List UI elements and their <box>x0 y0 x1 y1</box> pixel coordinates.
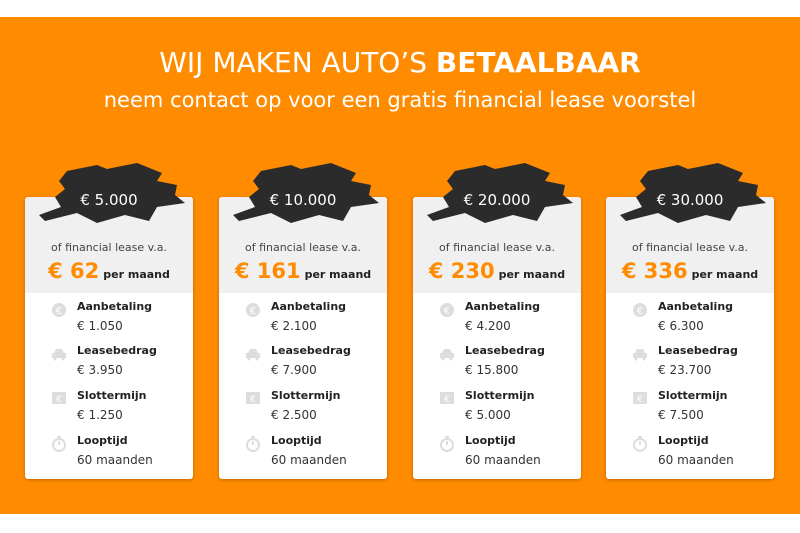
page-title: WIJ MAKEN AUTO’S BETAALBAAR <box>159 46 641 79</box>
card-header: € 20.000 of financial lease v.a. € 230 pe… <box>413 163 581 293</box>
monthly-price: € 230 per maand <box>413 259 581 283</box>
final-payment-icon: € <box>51 391 67 407</box>
detail-label: Leasebedrag <box>658 344 738 357</box>
detail-value: € 2.100 <box>271 319 317 333</box>
monthly-price: € 336 per maand <box>606 259 774 283</box>
final-payment-icon: € <box>245 391 261 407</box>
car-price: € 30.000 <box>656 191 724 209</box>
card-header: € 30.000 of financial lease v.a. € 336 pe… <box>606 163 774 293</box>
detail-label: Slottermijn <box>271 389 341 402</box>
monthly-amount: € 161 <box>234 259 301 283</box>
detail-label: Leasebedrag <box>465 344 545 357</box>
detail-label: Aanbetaling <box>465 300 541 313</box>
detail-value: € 1.250 <box>77 408 123 422</box>
brush-stroke-decoration <box>233 163 379 223</box>
per-month-label: per maand <box>498 268 566 281</box>
svg-text:€: € <box>56 395 62 405</box>
euro-coin-icon: € <box>632 302 648 318</box>
euro-coin-icon: € <box>51 302 67 318</box>
detail-label: Looptijd <box>271 434 322 447</box>
svg-text:€: € <box>637 395 643 405</box>
lease-prefix: of financial lease v.a. <box>438 241 556 254</box>
lease-prefix: of financial lease v.a. <box>244 241 362 254</box>
car-price: € 20.000 <box>463 191 531 209</box>
svg-text:€: € <box>444 306 450 317</box>
detail-label: Leasebedrag <box>271 344 351 357</box>
stopwatch-icon <box>439 436 455 452</box>
euro-coin-icon: € <box>439 302 455 318</box>
monthly-amount: € 230 <box>428 259 495 283</box>
card-header: € 5.000 of financial lease v.a. € 62 per … <box>25 163 193 293</box>
detail-value: € 1.050 <box>77 319 123 333</box>
final-payment-icon: € <box>439 391 455 407</box>
detail-value: 60 maanden <box>658 453 734 467</box>
car-icon <box>51 346 67 362</box>
page-subtitle: neem contact op voor een gratis financia… <box>103 88 697 112</box>
per-month-label: per maand <box>691 268 759 281</box>
detail-value: € 4.200 <box>465 319 511 333</box>
card-header: € 10.000 of financial lease v.a. € 161 pe… <box>219 163 387 293</box>
lease-card: € 30.000 of financial lease v.a. € 336 pe… <box>606 163 774 479</box>
detail-label: Looptijd <box>77 434 128 447</box>
svg-text:€: € <box>637 306 643 317</box>
detail-label: Aanbetaling <box>658 300 734 313</box>
car-icon <box>245 346 261 362</box>
final-payment-icon: € <box>632 391 648 407</box>
detail-label: Slottermijn <box>77 389 147 402</box>
detail-value: € 3.950 <box>77 363 123 377</box>
euro-coin-icon: € <box>245 302 261 318</box>
detail-value: € 23.700 <box>658 363 712 377</box>
svg-text:€: € <box>250 395 256 405</box>
monthly-price: € 62 per maand <box>25 259 193 283</box>
per-month-label: per maand <box>304 268 372 281</box>
stopwatch-icon <box>632 436 648 452</box>
lease-prefix: of financial lease v.a. <box>50 241 168 254</box>
lease-card: € 20.000 of financial lease v.a. € 230 pe… <box>413 163 581 479</box>
stopwatch-icon <box>245 436 261 452</box>
lease-card: € 5.000 of financial lease v.a. € 62 per … <box>25 163 193 479</box>
car-icon <box>439 346 455 362</box>
lease-prefix: of financial lease v.a. <box>631 241 749 254</box>
detail-label: Aanbetaling <box>271 300 347 313</box>
detail-value: € 2.500 <box>271 408 317 422</box>
brush-stroke-decoration <box>39 163 185 223</box>
car-price: € 10.000 <box>269 191 337 209</box>
detail-value: € 15.800 <box>465 363 519 377</box>
svg-text:€: € <box>56 306 62 317</box>
detail-label: Looptijd <box>465 434 516 447</box>
svg-text:€: € <box>250 306 256 317</box>
detail-value: 60 maanden <box>271 453 347 467</box>
detail-value: € 5.000 <box>465 408 511 422</box>
detail-label: Aanbetaling <box>77 300 153 313</box>
stopwatch-icon <box>51 436 67 452</box>
brush-stroke-decoration <box>427 163 573 223</box>
monthly-amount: € 336 <box>621 259 688 283</box>
per-month-label: per maand <box>103 268 170 281</box>
detail-value: € 6.300 <box>658 319 704 333</box>
car-price: € 5.000 <box>80 191 138 209</box>
brush-stroke-decoration <box>620 163 766 223</box>
lease-card: € 10.000 of financial lease v.a. € 161 pe… <box>219 163 387 479</box>
detail-value: € 7.500 <box>658 408 704 422</box>
detail-value: 60 maanden <box>465 453 541 467</box>
svg-text:€: € <box>444 395 450 405</box>
detail-label: Leasebedrag <box>77 344 157 357</box>
monthly-price: € 161 per maand <box>219 259 387 283</box>
detail-label: Looptijd <box>658 434 709 447</box>
detail-label: Slottermijn <box>658 389 728 402</box>
detail-label: Slottermijn <box>465 389 535 402</box>
detail-value: € 7.900 <box>271 363 317 377</box>
detail-value: 60 maanden <box>77 453 153 467</box>
car-icon <box>632 346 648 362</box>
monthly-amount: € 62 <box>48 259 100 283</box>
